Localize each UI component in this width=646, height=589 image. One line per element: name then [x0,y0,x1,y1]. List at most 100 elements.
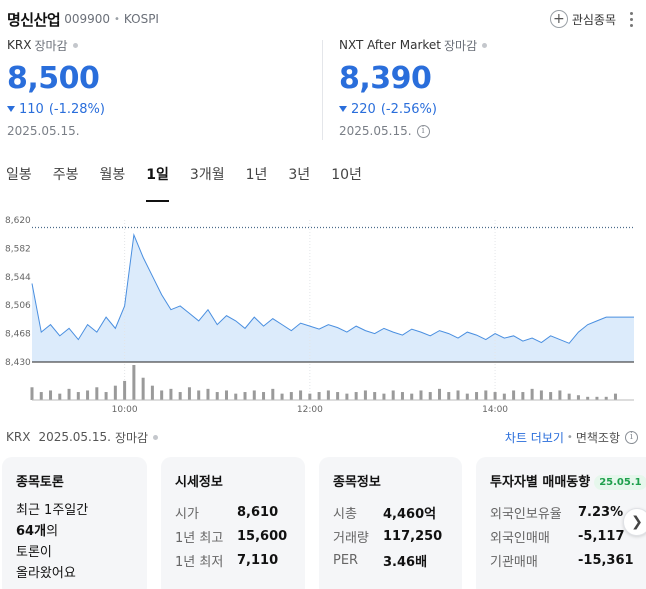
info-status: 장마감 [114,430,149,445]
volume-bar [613,393,617,400]
volume-bar [373,392,377,400]
volume-bar [187,387,191,400]
stock-info-card[interactable]: 종목정보 시총 4,460억 거래량 117,250 PER 3.46배 [319,457,462,589]
krx-change: 110 (-1.28%) [7,100,317,118]
status-dot-icon [153,434,159,440]
watchlist-button[interactable]: + 관심종목 [549,8,616,30]
discussion-line: 올라왔어요 [16,566,76,581]
volume-bar [215,392,219,400]
chevron-right-icon[interactable]: ❯ [623,508,646,536]
volume-bar [345,393,349,400]
discussion-line: 최근 1주일간 [16,503,89,518]
nxt-change: 220 (-2.56%) [339,100,639,118]
info-icon[interactable]: i [416,124,430,138]
status-dot-icon [72,42,78,48]
chart-more-link[interactable]: 차트 더보기 [504,430,564,445]
volume-bar [530,388,534,400]
discussion-count-suffix: 의 [46,524,59,539]
more-menu-button[interactable] [624,8,638,30]
quote-card[interactable]: 시세정보 시가 8,610 1년 최고 15,600 1년 최저 7,110 [161,457,305,589]
volume-bar [234,393,238,400]
row-key: 시총 [333,506,357,522]
tab-period[interactable]: 일봉 [6,167,32,183]
volume-bar [104,392,108,400]
volume-bar [178,392,182,400]
volume-bar [558,390,562,400]
chart-info-row: KRX 2025.05.15. 장마감 차트 더보기 • 면책조항 i [6,428,638,446]
plus-icon: + [549,10,568,28]
investor-title: 투자자별 매매동향 [490,475,591,490]
tab-period[interactable]: 월봉 [99,167,126,183]
info-icon[interactable]: i [625,430,638,444]
discussion-line: 64개의 [16,521,133,542]
volume-bar [447,392,451,400]
row-key: 기관매매 [490,554,538,570]
stock-info-row: PER 3.46배 [333,548,448,572]
volume-bar [354,392,358,400]
row-value: -5,117 [578,528,625,544]
volume-bar [95,387,99,400]
volume-bar [549,392,553,400]
row-key: 외국인매매 [490,530,550,546]
nxt-change-pct: (-2.56%) [380,101,437,117]
krx-status: 장마감 [34,38,68,53]
krx-change-value: 110 [19,101,44,117]
panel-divider [322,40,323,140]
intraday-chart[interactable]: 8,620 8,582 8,544 8,506 8,468 8,430 10:00 12:00… [0,210,646,415]
volume-bar [521,392,525,400]
volume-bar [67,388,71,400]
row-value: 15,600 [237,528,288,544]
tab-period[interactable]: 3개월 [189,167,225,183]
volume-bar [160,390,164,400]
volume-bar [141,377,145,400]
card-title: 투자자별 매매동향 25.05.1 [490,471,646,490]
volume-bar [113,385,117,400]
tab-period[interactable]: 3년 [288,167,311,183]
volume-bar [576,395,580,400]
row-value: -15,361 [578,552,634,568]
nxt-label: NXT After Market [339,38,442,52]
discussion-card[interactable]: 종목토론 최근 1주일간 64개의 토론이 올라왔어요 [2,457,147,589]
volume-bar [586,396,590,400]
volume-bar [465,393,469,400]
nxt-date-row: 2025.05.15. i [339,124,639,138]
tab-period[interactable]: 1일 [146,164,169,202]
card-title: 종목정보 [333,475,381,490]
volume-bar [132,365,136,400]
disclaimer-link[interactable]: 면책조항 [575,430,620,445]
row-key: 거래량 [333,530,369,546]
y-tick-label: 8,506 [5,301,31,311]
card-title: 종목토론 [16,475,64,490]
info-date: 2025.05.15. [38,430,111,444]
nxt-price-panel: NXT After Market 장마감 8,390 220 (-2.56%) … [339,36,639,146]
status-dot-icon [482,42,488,48]
krx-change-pct: (-1.28%) [48,101,105,117]
nxt-price: 8,390 [339,61,432,96]
volume-bar [243,392,247,400]
row-value: 3.46배 [383,554,428,570]
volume-bar [419,390,423,400]
investor-card[interactable]: 투자자별 매매동향 25.05.1 외국인보유율 7.23% 외국인매매 -5,1… [476,457,646,589]
x-tick-label: 14:00 [482,405,508,415]
row-value: 7,110 [237,552,279,568]
row-key: 1년 최고 [175,530,224,546]
volume-bar [271,388,275,400]
nxt-label-row: NXT After Market 장마감 [339,36,639,54]
tab-period[interactable]: 1년 [245,167,268,183]
volume-bar [317,392,321,400]
info-market: KRX [6,430,31,444]
investor-row: 외국인매매 -5,117 [490,524,646,548]
volume-bar [280,393,284,400]
nxt-date: 2025.05.15. [339,124,412,138]
investor-row: 외국인보유율 7.23% [490,500,646,524]
volume-bar [197,390,201,400]
tab-period[interactable]: 주봉 [52,167,79,183]
volume-bar [595,396,599,400]
price-area-fill [32,234,634,362]
tab-period[interactable]: 10년 [331,167,362,183]
quote-row: 시가 8,610 [175,500,291,524]
discussion-line: 토론이 [16,545,52,560]
card-title: 시세정보 [175,475,223,490]
volume-bar [123,380,127,400]
krx-label: KRX [7,38,32,52]
